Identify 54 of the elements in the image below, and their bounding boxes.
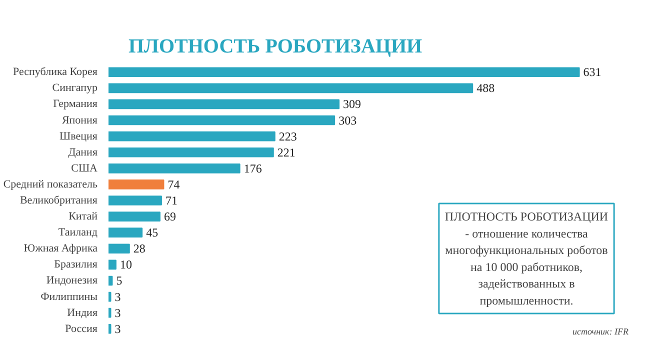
- y-tick-label: Бразилия: [54, 258, 98, 271]
- data-label: 45: [146, 226, 158, 240]
- bar: [108, 276, 113, 286]
- bar: [108, 67, 580, 78]
- y-tick-label: Великобритания: [20, 194, 98, 206]
- data-label: 69: [164, 210, 176, 224]
- bar: [108, 180, 164, 190]
- y-tick-label: Республика Корея: [13, 66, 98, 78]
- bar: [108, 131, 276, 142]
- bar: [108, 228, 143, 238]
- bar: [108, 292, 112, 302]
- bar: [108, 244, 130, 254]
- data-label: 5: [116, 274, 122, 288]
- y-tick-label: Китай: [68, 210, 98, 223]
- y-tick-label: Дания: [68, 146, 98, 158]
- y-tick-label: Индия: [67, 306, 98, 319]
- bar: [108, 99, 340, 110]
- y-tick-label: Япония: [62, 114, 98, 126]
- bar: [108, 163, 240, 174]
- bar: [108, 115, 336, 126]
- data-label: 309: [343, 97, 362, 112]
- bar: [108, 324, 112, 334]
- y-tick-label: Южная Африка: [24, 242, 98, 255]
- data-label: 221: [277, 145, 296, 160]
- y-tick-label: Таиланд: [58, 226, 98, 239]
- y-tick-label: Германия: [53, 98, 98, 110]
- y-tick-label: США: [71, 162, 98, 174]
- annotation: источник: IFR: [572, 326, 629, 336]
- data-label: 74: [168, 177, 180, 192]
- bar: [108, 147, 274, 158]
- chart-title: ПЛОТНОСТЬ РОБОТИЗАЦИИ: [128, 36, 423, 58]
- data-label: 28: [133, 242, 146, 256]
- data-label: 3: [114, 306, 121, 320]
- bar: [108, 83, 474, 94]
- bar: [108, 212, 160, 222]
- data-label: 3: [114, 322, 121, 336]
- data-label: 223: [278, 129, 297, 144]
- data-label: 631: [583, 65, 602, 80]
- annotation: ПЛОТНОСТЬ РОБОТИЗАЦИИ - отношение количества многофункциональных роботов на 10 000 работников, задействованных в промышленности.: [444, 210, 608, 308]
- data-label: 10: [120, 258, 132, 272]
- data-label: 3: [114, 290, 121, 304]
- data-label: 303: [338, 113, 357, 128]
- y-tick-label: Средний показатель: [3, 178, 98, 190]
- y-tick-label: Сингапур: [52, 82, 98, 94]
- data-label: 488: [476, 81, 495, 96]
- y-tick-label: Швеция: [60, 130, 98, 142]
- bar: [108, 260, 116, 270]
- y-tick-label: Россия: [65, 322, 98, 335]
- data-label: 176: [244, 161, 262, 176]
- bar: [108, 308, 112, 318]
- data-label: 71: [165, 194, 178, 208]
- bar: [108, 196, 162, 206]
- y-tick-label: Филиппины: [40, 290, 98, 303]
- y-tick-label: Индонезия: [46, 274, 98, 287]
